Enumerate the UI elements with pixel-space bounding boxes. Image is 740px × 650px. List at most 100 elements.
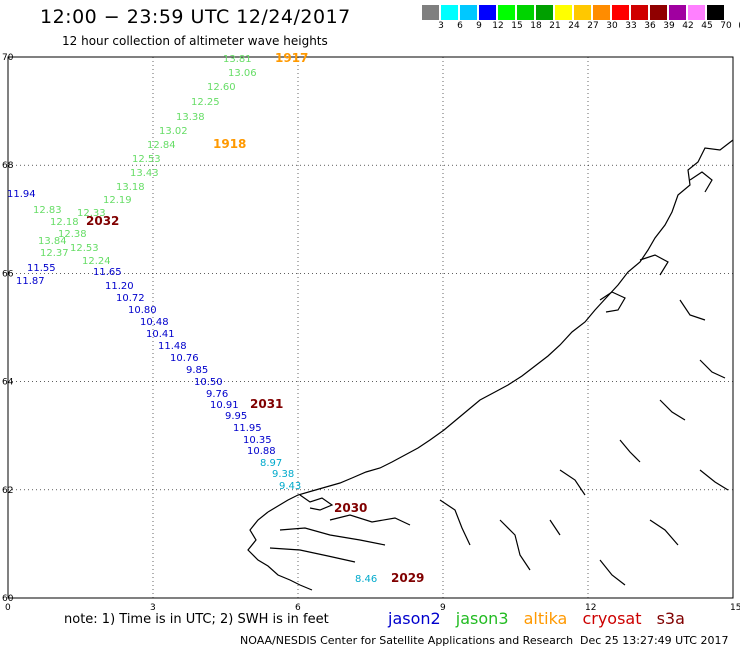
wave-height-label: 10.80 [128, 305, 157, 316]
pass-time-label: 2030 [334, 501, 367, 515]
map-title: 12:00 − 23:59 UTC 12/24/2017 [40, 6, 351, 28]
wave-height-label: 11.55 [27, 263, 56, 274]
lon-tick-label: 3 [150, 603, 156, 613]
coast-segment [699, 469, 729, 491]
lon-tick-label: 0 [5, 603, 11, 613]
wave-height-label: 12.83 [33, 205, 62, 216]
pass-time-label: 2032 [86, 214, 119, 228]
lon-tick-label: 12 [585, 603, 596, 613]
credit-line: NOAA/NESDIS Center for Satellite Applica… [240, 634, 574, 647]
legend-label: 6 [457, 21, 463, 31]
generation-timestamp: Dec 25 13:27:49 UTC 2017 [580, 634, 729, 647]
wave-height-label: 12.18 [50, 217, 79, 228]
legend-swatch [479, 5, 496, 20]
wave-height-labels: 13.81 13.06 12.60 12.25 13.38 13.02 12.84 12.53… [7, 54, 377, 585]
legend-label: 21 [549, 21, 561, 31]
wave-height-label: 12.25 [191, 97, 220, 108]
sat-s3a: s3a [656, 609, 685, 628]
wave-height-label: 11.48 [158, 341, 187, 352]
legend-label: 9 [476, 21, 482, 31]
lat-tick-label: 68 [2, 161, 14, 171]
wave-height-label: 12.53 [70, 243, 99, 254]
lon-tick-label: 9 [440, 603, 446, 613]
legend-label: 3 [438, 21, 444, 31]
wave-height-label: 10.91 [210, 400, 239, 411]
wave-height-label: 11.94 [7, 189, 36, 200]
wave-height-label: 10.41 [146, 329, 175, 340]
pass-time-label: 1918 [213, 137, 246, 151]
wave-height-label: 13.02 [159, 126, 188, 137]
legend-swatch [593, 5, 610, 20]
coast-segment [559, 469, 586, 496]
sat-jason3: jason3 [455, 609, 509, 628]
legend-label: 33 [625, 21, 637, 31]
axis-ticks: 0 3 6 9 12 15 70 68 66 64 62 60 [2, 53, 740, 613]
wave-height-label: 10.76 [170, 353, 199, 364]
wave-height-label: 10.72 [116, 293, 145, 304]
graticule [8, 57, 733, 598]
wave-height-label: 8.46 [355, 574, 377, 585]
wave-height-label: 12.60 [207, 82, 236, 93]
wave-height-label: 12.38 [58, 229, 87, 240]
legend-swatch [536, 5, 553, 20]
legend-label: 70 [720, 21, 732, 31]
wave-height-label: 11.87 [16, 276, 45, 287]
wave-height-label: 12.84 [147, 140, 176, 151]
lon-tick-label: 15 [730, 603, 740, 613]
wave-height-label: 8.97 [260, 458, 282, 469]
coast-segment [689, 171, 713, 193]
sat-jason2: jason2 [388, 609, 441, 628]
legend-label: 45 [701, 21, 713, 31]
lat-tick-label: 70 [2, 53, 14, 63]
pass-time-label: 2029 [391, 571, 424, 585]
wave-height-label: 11.20 [105, 281, 134, 292]
coast-segment [599, 291, 626, 313]
pass-time-label: 1917 [275, 51, 308, 65]
legend-label: 39 [663, 21, 675, 31]
wave-height-label: 9.43 [279, 481, 301, 492]
lat-tick-label: 66 [2, 269, 14, 279]
wave-height-label: 12.53 [132, 154, 161, 165]
coast-segment [639, 254, 669, 276]
legend-label: 12 [492, 21, 504, 31]
legend-label: 27 [587, 21, 599, 31]
coast-segment [299, 494, 334, 511]
legend-swatch [612, 5, 629, 20]
satellite-legend: jason2 jason3 altika cryosat s3a [388, 609, 695, 628]
legend-swatch [688, 5, 705, 20]
coastline [247, 139, 734, 591]
wave-height-label: 12.19 [103, 195, 132, 206]
wave-height-label: 12.37 [40, 248, 69, 259]
coast-segment [439, 499, 471, 546]
legend-swatch [422, 5, 439, 20]
coast-segment [699, 359, 726, 379]
coast-segment [649, 519, 679, 546]
coast-segment [599, 559, 626, 586]
coast-segment [499, 519, 531, 571]
wave-height-label: 9.38 [272, 469, 294, 480]
legend-swatch [517, 5, 534, 20]
pass-time-label: 2031 [250, 397, 283, 411]
color-scale-legend [422, 5, 728, 20]
coast-segment [279, 527, 386, 546]
legend-swatch [650, 5, 667, 20]
wave-height-label: 13.38 [176, 112, 205, 123]
legend-label: 18 [530, 21, 542, 31]
wave-height-label: 11.95 [233, 423, 262, 434]
legend-swatch [441, 5, 458, 20]
pass-time-labels: 1917 1918 2032 2031 2030 2029 [86, 51, 424, 585]
wave-height-label: 12.24 [82, 256, 111, 267]
wave-height-label: 9.85 [186, 365, 208, 376]
coast-segment [619, 439, 641, 463]
coast-segment [247, 511, 313, 591]
wave-height-label: 13.06 [228, 68, 257, 79]
legend-swatch [669, 5, 686, 20]
lat-tick-label: 64 [2, 378, 14, 388]
sat-altika: altika [523, 609, 568, 628]
wave-height-label: 10.50 [194, 377, 223, 388]
coast-segment [549, 519, 561, 536]
wave-height-label: 10.48 [140, 317, 169, 328]
wave-height-label: 12.33 [77, 208, 106, 219]
